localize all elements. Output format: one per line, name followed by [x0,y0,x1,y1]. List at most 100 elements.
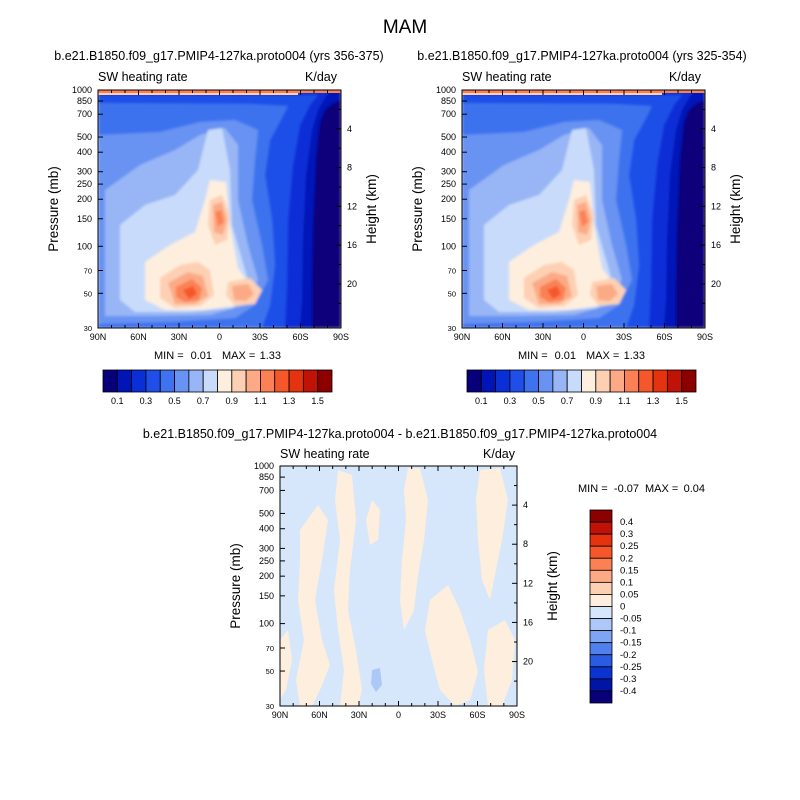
height-tick-label: 16 [347,240,357,250]
height-tick-label: 20 [347,279,357,289]
x-tick-label: 30S [430,710,446,720]
y-tick-label: 70 [448,266,456,275]
y-tick-label: 300 [77,167,92,177]
units-label: K/day [483,447,516,461]
y-axis-right-label: Height (km) [545,551,560,621]
x-tick-label: 30N [351,710,368,720]
y-tick-label: 300 [441,167,456,177]
height-tick-label: 4 [711,124,716,134]
x-tick-label: 90S [697,332,713,342]
y-tick-label: 200 [77,194,92,204]
x-tick-label: 60N [494,332,511,342]
min-value: -0.07 [614,483,639,495]
colorbar-label: 0.1 [475,396,488,406]
top-warm-strip-2 [462,93,662,95]
colorbar-swatch [566,369,582,393]
heatmap-field [462,90,705,328]
colorbar-label: 0.5 [168,396,181,406]
height-tick-label: 20 [711,279,721,289]
x-tick-label: 0 [396,710,401,720]
max-value: 1.33 [624,350,645,362]
colorbar-swatch [509,369,525,393]
colorbar-swatch [495,369,511,393]
colorbar-swatch [589,509,613,523]
colorbar-swatch [116,369,133,393]
x-tick-label: 60N [311,710,328,720]
colorbar-label: 0.3 [620,529,633,540]
colorbar-swatch [589,533,613,547]
patch [484,620,515,706]
colorbar-label: 0.2 [620,553,633,564]
patch [476,468,508,600]
colorbar-label: 0.7 [197,396,210,406]
colorbar-swatch [609,369,625,393]
colorbar-swatch [638,369,654,393]
colorbar-swatch [159,369,175,393]
colorbar-swatch [188,369,204,393]
colorbar-swatch [480,369,497,393]
colorbar-swatch [589,678,613,692]
colorbar-swatch [652,369,668,393]
y-tick-label: 200 [441,194,456,204]
patch [280,630,292,700]
y-tick-label: 700 [259,485,274,495]
band-10 [168,202,254,304]
y-tick-label: 400 [259,524,274,534]
y-tick-label: 700 [441,109,456,119]
colorbar-swatch [274,369,290,393]
colorbar-label: -0.2 [620,650,636,661]
y-axis-label: Pressure (mb) [410,166,425,252]
height-tick-label: 12 [711,201,721,211]
panel-1: b.e21.B1850.f09_g17.PMIP4-127ka.proto004… [410,49,747,406]
variable-label: SW heating rate [98,70,188,84]
y-tick-label: 400 [77,147,92,157]
y-tick-label: 100 [441,241,456,251]
colorbar-label: 0.1 [111,396,124,406]
variable-label: SW heating rate [280,447,370,461]
colorbar-swatch [552,369,568,393]
y-tick-label: 1000 [436,85,456,95]
colorbar-swatch [589,666,613,680]
colorbar-label: -0.25 [620,662,642,673]
colorbar-swatch [589,557,613,571]
colorbar: 0.1 0.3 0.5 0.7 0.9 1.1 1.3 1.5 [102,369,333,406]
x-tick-label: 0 [581,332,586,342]
y-tick-label: 200 [259,571,274,581]
panel-title: b.e21.B1850.f09_g17.PMIP4-127ka.proto004… [54,49,383,63]
min-value: 0.01 [191,350,212,362]
min-label: MIN = [518,350,548,362]
colorbar-label: 0.05 [620,589,639,600]
max-label: MAX = [586,350,619,362]
x-tick-label: 60N [130,332,147,342]
axis-ticks: 90N 60N 30N 0 30S 60S 90S 30 50 70 100 150 200 250 300… [72,85,357,342]
variable-label: SW heating rate [462,70,552,84]
colorbar-label: 1.5 [675,396,688,406]
colorbar-label: -0.3 [620,674,636,685]
colorbar-label: 0.1 [620,577,633,588]
colorbar-label: 0 [620,602,625,613]
x-tick-label: 30S [252,332,268,342]
colorbar-swatch [102,369,118,393]
axis-ticks: 90N 60N 30N 0 30S 60S 90S 30 50 70 100 150 200 250 300… [436,85,721,342]
patch [400,468,428,630]
y-tick-label: 1000 [254,461,274,471]
y-tick-label: 400 [441,147,456,157]
patch [425,585,478,706]
colorbar-swatch [589,581,613,595]
colorbar-swatch [466,369,482,393]
min-label: MIN = [154,350,184,362]
colorbar-swatch [589,618,613,632]
band-12 [183,286,197,299]
height-tick-label: 4 [347,124,352,134]
colorbar-swatch [589,606,613,619]
y-tick-label: 500 [441,132,456,142]
colorbar-swatch [589,642,613,656]
colorbar-swatch [681,369,697,393]
y-tick-label: 30 [448,324,456,333]
colorbar-swatch [202,369,218,393]
patch [334,470,362,706]
y-tick-label: 70 [266,644,274,653]
stats-line: MIN = -0.07 MAX = 0.04 [578,483,705,495]
colorbar-swatch [589,545,613,559]
